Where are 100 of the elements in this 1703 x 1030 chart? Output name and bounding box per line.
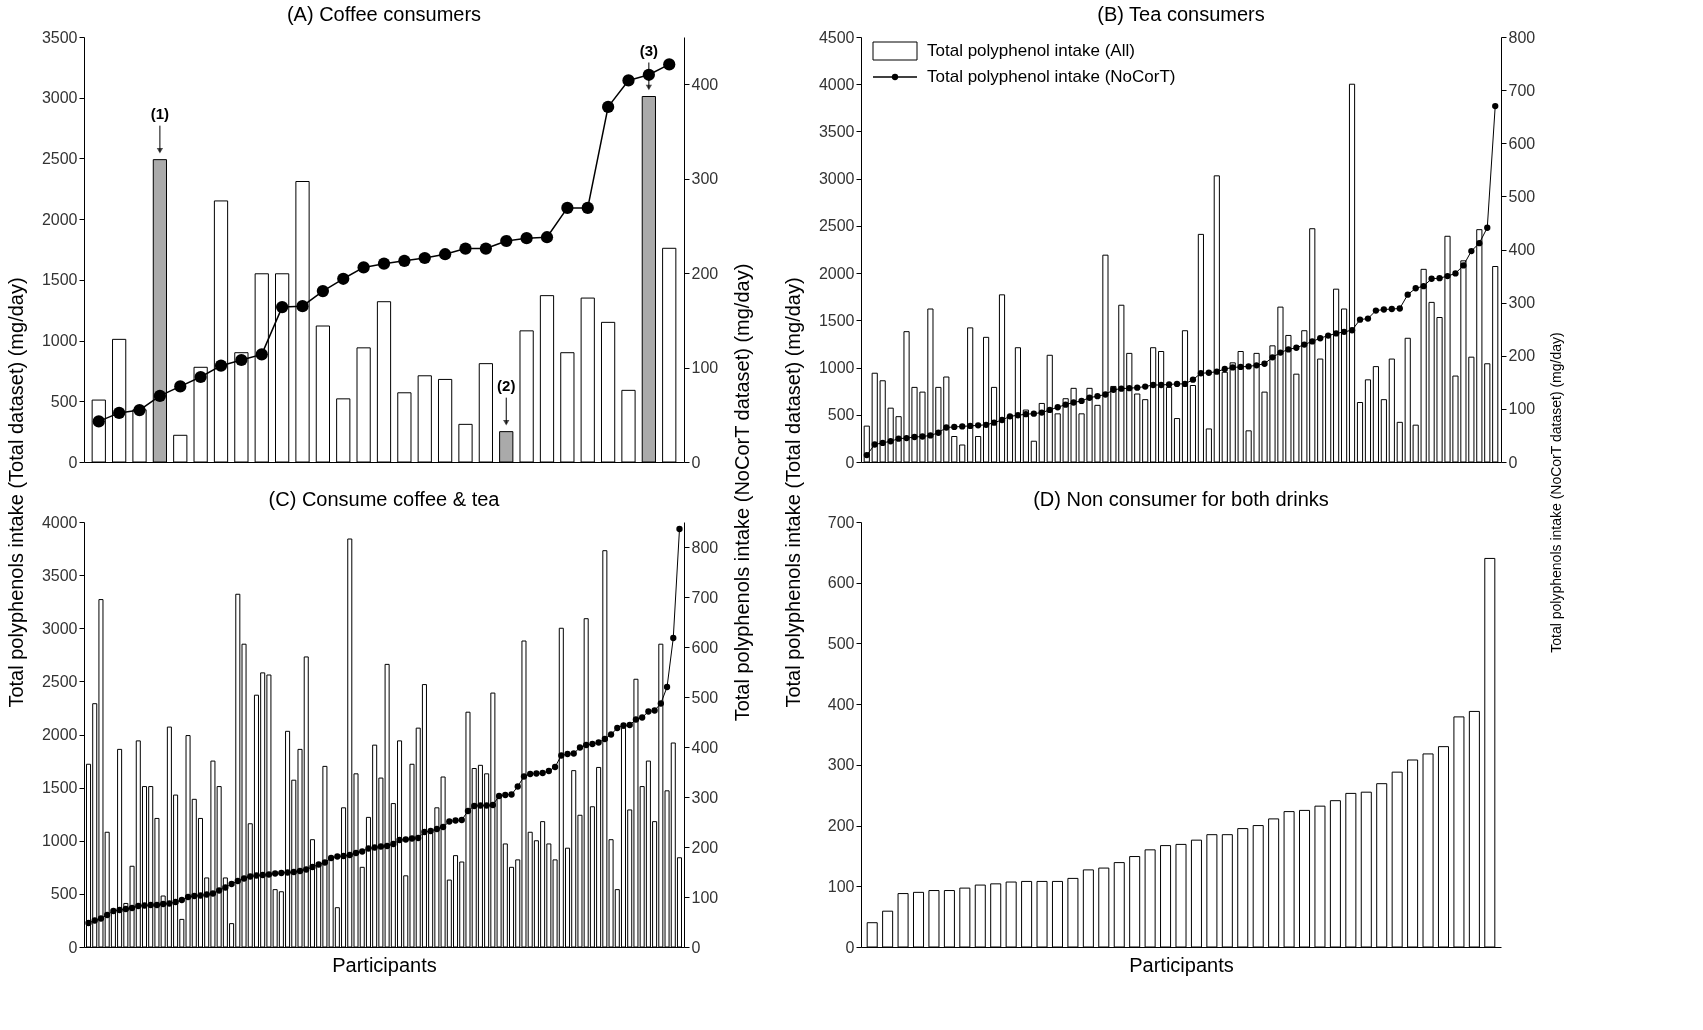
point — [174, 380, 187, 393]
y2-tick-label: 400 — [691, 75, 719, 93]
point — [153, 389, 167, 402]
point — [459, 242, 472, 255]
y-tick-label: 300 — [827, 756, 855, 774]
y2-tick-label: 0 — [691, 453, 701, 471]
y2-tick-label: 700 — [691, 588, 719, 606]
annotation: (2) — [497, 376, 516, 394]
y2-tick-label: 0 — [1508, 453, 1518, 471]
y-tick-label: 400 — [827, 695, 855, 713]
point — [663, 58, 676, 71]
point — [316, 284, 329, 298]
point — [540, 231, 554, 244]
y-tick-label: 1000 — [818, 359, 855, 377]
point — [561, 201, 574, 215]
y-tick-label: 1000 — [41, 332, 78, 350]
point — [235, 353, 248, 367]
y2-tick-label: 800 — [1508, 28, 1536, 46]
y2-tick-label: 100 — [691, 888, 719, 906]
x-axis-title: Participants — [1129, 953, 1234, 976]
y-tick-label: 3000 — [41, 89, 78, 107]
point — [642, 68, 655, 81]
y-tick-label: 500 — [50, 885, 78, 903]
y2-tick-label: 100 — [691, 359, 719, 377]
point — [296, 300, 309, 313]
y-tick-label: 500 — [50, 392, 78, 410]
chart-title: (C) Consume coffee & tea — [268, 488, 501, 510]
y2-tick-label: 600 — [691, 638, 719, 656]
annotation: (1) — [150, 104, 170, 122]
legend-label: Total polyphenol intake (All) — [927, 41, 1135, 60]
y-tick-label: 0 — [845, 453, 855, 471]
y2-tick-label: 0 — [691, 938, 701, 956]
y2-tick-label: 300 — [1508, 294, 1536, 312]
chart-title: (B) Tea consumers — [1097, 3, 1265, 25]
y-tick-label: 200 — [827, 817, 855, 835]
point — [479, 242, 492, 255]
y-tick-label: 2500 — [818, 217, 855, 235]
y-tick-label: 1000 — [41, 832, 78, 850]
y2-tick-label: 200 — [1508, 347, 1536, 365]
y2-axis-title: Total polyphenols intake (NoCorT dataset) (mg/day) — [1547, 332, 1564, 653]
point — [337, 272, 350, 285]
y-axis-title: Total polyphenols intake (Total dataset) (mg/day) — [4, 277, 27, 708]
y-axis-title: Total polyphenols intake (Total dataset) (mg/day) — [781, 277, 804, 708]
y2-tick-label: 200 — [691, 838, 719, 856]
y-tick-label: 4000 — [818, 75, 855, 93]
y-tick-label: 0 — [845, 938, 855, 956]
y2-tick-label: 700 — [1508, 81, 1536, 99]
y-tick-label: 2000 — [41, 726, 78, 743]
y2-tick-label: 100 — [1508, 400, 1536, 418]
legend-label: Total polyphenol intake (NoCorT) — [927, 67, 1176, 86]
y2-tick-label: 500 — [1508, 187, 1536, 205]
y2-axis-title: Total polyphenols intake (NoCorT dataset) (mg/day) — [730, 263, 753, 722]
y2-tick-label: 800 — [691, 538, 719, 556]
y2-tick-label: 400 — [691, 738, 719, 756]
point — [581, 201, 594, 215]
y2-tick-label: 500 — [691, 688, 719, 706]
point — [439, 248, 452, 261]
x-axis-title: Participants — [332, 953, 437, 976]
point — [500, 234, 513, 248]
chart-title: (A) Coffee consumers — [286, 3, 482, 25]
y-tick-label: 4000 — [41, 513, 78, 531]
y-tick-label: 1500 — [41, 271, 78, 289]
point — [520, 232, 533, 245]
y-tick-label: 500 — [827, 406, 855, 424]
y2-tick-label: 300 — [691, 788, 719, 806]
point — [398, 254, 411, 267]
y-tick-label: 3500 — [41, 566, 78, 584]
point — [418, 251, 431, 265]
y-tick-label: 2000 — [41, 210, 78, 228]
annotation: (3) — [639, 41, 659, 59]
chart-title: (D) Non consumer for both drinks — [1033, 488, 1329, 510]
y-tick-label: 4500 — [818, 28, 855, 46]
point — [601, 100, 615, 113]
point — [214, 359, 228, 372]
y-tick-label: 3500 — [41, 28, 78, 46]
y-tick-label: 100 — [827, 877, 855, 895]
point — [377, 257, 391, 270]
y-tick-label: 1500 — [818, 311, 855, 329]
y-tick-label: 600 — [827, 574, 855, 592]
y-tick-label: 3000 — [818, 170, 855, 188]
point — [133, 403, 146, 417]
y-tick-label: 1500 — [41, 779, 78, 797]
y-tick-label: 3000 — [41, 619, 78, 637]
y-tick-label: 500 — [827, 634, 855, 652]
y-tick-label: 3500 — [818, 122, 855, 140]
y2-tick-label: 600 — [1508, 134, 1536, 152]
point — [622, 74, 635, 87]
y-tick-label: 0 — [68, 938, 78, 956]
point — [194, 370, 207, 384]
y2-tick-label: 300 — [691, 170, 719, 188]
point — [113, 406, 126, 419]
y-tick-label: 2500 — [41, 149, 78, 167]
y2-tick-label: 200 — [691, 264, 719, 282]
point — [255, 348, 268, 361]
y-tick-label: 2500 — [41, 672, 78, 690]
y-tick-label: 2000 — [818, 264, 855, 282]
point — [357, 261, 370, 274]
point — [276, 301, 289, 314]
y2-tick-label: 400 — [1508, 241, 1536, 258]
y-tick-label: 0 — [68, 453, 78, 471]
